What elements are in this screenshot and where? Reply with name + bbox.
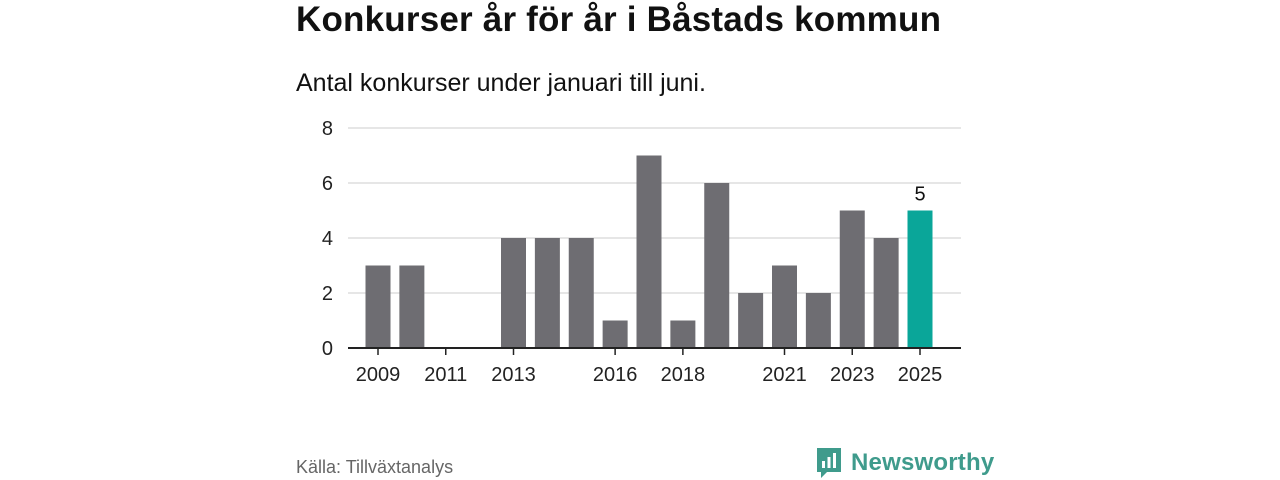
chart-subtitle: Antal konkurser under januari till juni. [296, 69, 706, 97]
source-note: Källa: Tillväxtanalys [296, 457, 454, 477]
x-tick-label: 2025 [898, 364, 943, 386]
bar-2010 [399, 265, 425, 348]
x-tick-label: 2013 [491, 364, 536, 386]
bar-2022 [805, 293, 831, 348]
y-tick-label: 6 [322, 173, 333, 195]
x-tick-label: 2018 [661, 364, 706, 386]
x-tick-label: 2016 [593, 364, 638, 386]
x-tick-label: 2023 [830, 364, 875, 386]
brand-name: Newsworthy [851, 449, 995, 476]
data-labels: 5 [914, 184, 925, 206]
y-axis-labels: 0 2 4 6 8 [322, 118, 333, 360]
bar-2014 [534, 238, 560, 348]
x-tick-label: 2021 [762, 364, 807, 386]
y-tick-label: 2 [322, 283, 333, 305]
y-tick-label: 8 [322, 118, 333, 140]
y-tick-label: 4 [322, 228, 333, 250]
bar-2013 [501, 238, 526, 348]
data-label-2025: 5 [914, 184, 925, 206]
y-tick-label: 0 [322, 338, 333, 360]
bar-2019 [704, 183, 730, 348]
x-tick-label: 2011 [424, 364, 467, 386]
newsworthy-logo-icon [817, 448, 841, 478]
chart-title: Konkurser år för år i Båstads kommun [296, 0, 942, 39]
brand: Newsworthy [815, 446, 994, 480]
bars [365, 155, 933, 348]
bar-2015 [568, 238, 594, 348]
bar-2016 [602, 320, 628, 348]
x-tick-label: 2009 [356, 364, 401, 386]
bar-2021 [772, 265, 797, 348]
x-axis-ticks [377, 348, 921, 355]
x-axis-labels: 2009 2011 2013 2016 2018 2021 2023 2025 [356, 364, 943, 386]
bar-2017 [636, 155, 662, 348]
bar-2009 [365, 265, 391, 348]
bar-2020 [738, 293, 764, 348]
bar-2023 [839, 210, 865, 348]
bar-2018 [670, 320, 696, 348]
bar-2025 [907, 210, 933, 348]
bar-2024 [873, 238, 899, 348]
